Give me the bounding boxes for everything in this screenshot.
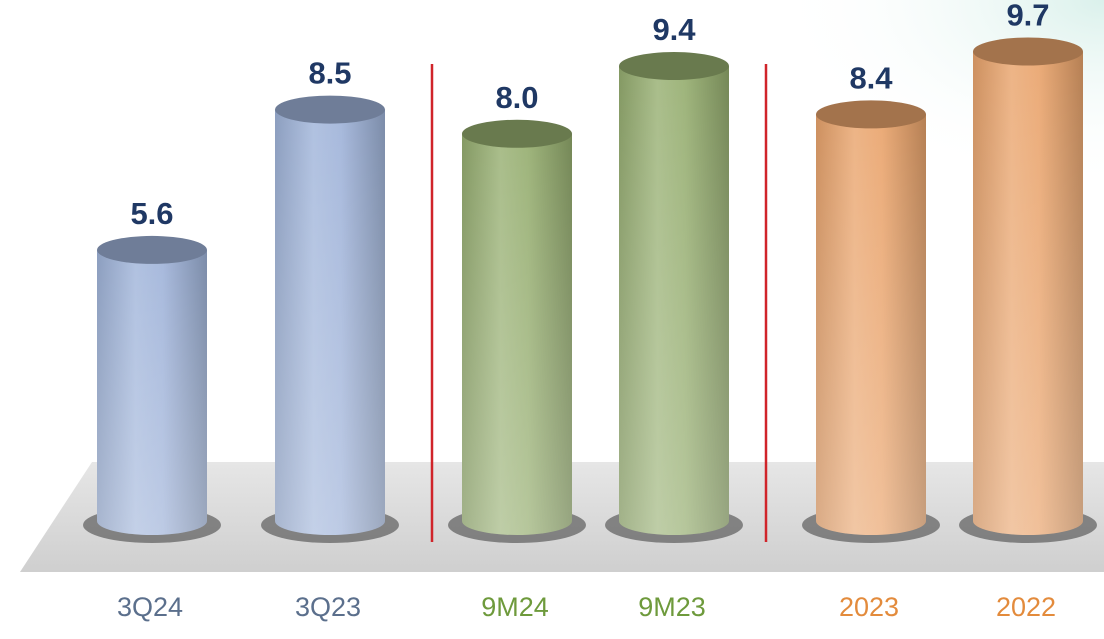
bar-body-highlight (816, 114, 926, 535)
bar-top-cap (619, 52, 729, 80)
value-label-2023: 8.4 (849, 60, 893, 95)
bar-body-highlight (275, 109, 385, 535)
bar-2022 (959, 37, 1097, 543)
bar-3Q24 (83, 235, 221, 543)
category-label-2022: 2022 (996, 592, 1056, 622)
value-label-3Q24: 5.6 (130, 196, 173, 231)
value-label-3Q23: 8.5 (308, 56, 351, 91)
bar-9M24 (448, 119, 586, 543)
category-label-3Q24: 3Q24 (117, 592, 183, 622)
bar-3Q23 (261, 95, 399, 543)
bar-body-highlight (462, 133, 572, 535)
bar-body-highlight (973, 51, 1083, 535)
bar-top-cap (97, 235, 207, 264)
category-label-2023: 2023 (839, 592, 899, 622)
bar-top-cap (275, 95, 385, 124)
category-label-9M23: 9M23 (638, 592, 706, 622)
bar-2023 (802, 100, 940, 543)
value-label-9M23: 9.4 (652, 12, 696, 47)
bar-body-highlight (619, 66, 729, 535)
value-label-9M24: 8.0 (495, 80, 538, 115)
category-label-3Q23: 3Q23 (295, 592, 361, 622)
bar-body-highlight (97, 249, 207, 536)
category-label-9M24: 9M24 (481, 592, 549, 622)
bar-top-cap (816, 100, 926, 129)
bar-9M23 (605, 52, 743, 543)
bar-top-cap (462, 119, 572, 148)
bar-top-cap (973, 37, 1083, 66)
value-label-2022: 9.7 (1006, 0, 1049, 32)
